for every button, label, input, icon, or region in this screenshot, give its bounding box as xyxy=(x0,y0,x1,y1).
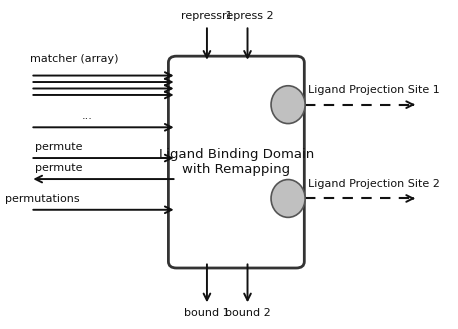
Ellipse shape xyxy=(271,180,305,217)
Text: permute: permute xyxy=(35,142,82,152)
Text: matcher (array): matcher (array) xyxy=(31,54,119,64)
Text: bound 1: bound 1 xyxy=(184,308,230,318)
Ellipse shape xyxy=(271,86,305,124)
Text: permutations: permutations xyxy=(5,194,80,204)
Text: permute: permute xyxy=(35,163,82,173)
Text: ...: ... xyxy=(82,111,93,121)
Text: repress 2: repress 2 xyxy=(222,11,273,21)
FancyBboxPatch shape xyxy=(169,56,304,268)
Text: Ligand Binding Domain
with Remapping: Ligand Binding Domain with Remapping xyxy=(159,148,314,176)
Text: bound 2: bound 2 xyxy=(224,308,270,318)
Text: repress 1: repress 1 xyxy=(181,11,233,21)
Text: Ligand Projection Site 1: Ligand Projection Site 1 xyxy=(308,85,440,95)
Text: Ligand Projection Site 2: Ligand Projection Site 2 xyxy=(308,179,440,189)
